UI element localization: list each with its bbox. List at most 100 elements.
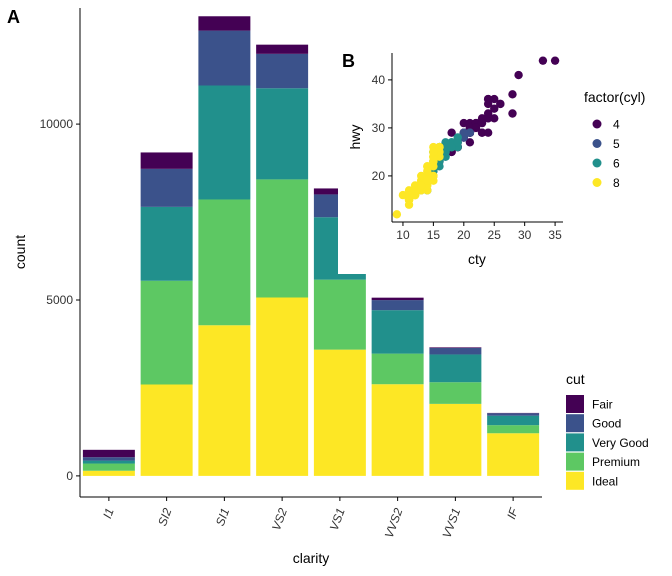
- bar-si1-premium: [198, 199, 251, 326]
- point-cyl-5: [459, 128, 469, 137]
- point-cyl-6: [441, 138, 450, 147]
- bar-vs2-very-good: [256, 88, 309, 180]
- legend-a-swatch-ideal: [566, 471, 584, 490]
- legend-a-swatch-very-good: [566, 433, 584, 452]
- legend-b-label-cyl-8: 8: [613, 176, 620, 190]
- point-cyl-8: [429, 171, 438, 181]
- bar-i1-very-good: [82, 460, 135, 464]
- panel-b-x-ticks: 10 15 20 25 30 35: [396, 222, 562, 242]
- point-cyl-8: [410, 186, 420, 195]
- point-cyl-8: [423, 166, 432, 176]
- panel-a-legend-title: cut: [566, 371, 585, 387]
- legend-a-swatch-good: [566, 414, 584, 433]
- panel-b-chart: B 20 30 40 10 15 20 25 30 35 cty hwy factor(cyl…: [338, 42, 668, 274]
- panel-a-y-ticks: 0 5000 10000: [40, 117, 80, 483]
- point-cyl-8: [429, 147, 438, 157]
- bar-si2-ideal: [140, 384, 193, 476]
- bar-i1-ideal: [82, 470, 135, 476]
- panel-b-label: B: [342, 51, 355, 71]
- bar-vs2-good: [256, 53, 309, 89]
- point-cyl-4: [447, 128, 456, 137]
- bar-vvs1-very-good: [429, 354, 482, 383]
- point-cyl-4: [490, 114, 499, 123]
- panel-b-x-axis-title: cty: [468, 251, 486, 267]
- legend-b-swatch-cyl-6: [592, 158, 602, 168]
- point-cyl-5: [465, 128, 475, 137]
- point-cyl-4: [477, 128, 487, 137]
- legend-a-label-good: Good: [592, 417, 621, 431]
- panel-a-y-tick-label: 5000: [46, 293, 73, 307]
- point-cyl-8: [404, 190, 414, 200]
- legend-a-label-very-good: Very Good: [592, 436, 649, 450]
- legend-a-label-premium: Premium: [592, 455, 640, 469]
- point-cyl-8: [417, 181, 426, 190]
- point-cyl-4: [508, 109, 517, 118]
- panel-b-x-tick-label: 15: [427, 228, 441, 242]
- bar-i1-premium: [82, 463, 135, 471]
- point-cyl-8: [398, 190, 408, 200]
- point-cyl-4: [538, 56, 548, 65]
- legend-b-label-cyl-4: 4: [613, 118, 620, 132]
- point-cyl-4: [459, 118, 469, 128]
- bar-si1-ideal: [198, 325, 251, 476]
- bar-if-good: [487, 413, 540, 416]
- panel-b-y-tick-label: 40: [372, 73, 386, 87]
- bar-vs2-premium: [256, 179, 309, 298]
- legend-b-swatch-cyl-8: [592, 178, 602, 187]
- panel-b-y-ticks: 20 30 40: [372, 73, 392, 183]
- panel-b-y-axis-title: hwy: [347, 125, 363, 150]
- panel-b-x-tick-label: 10: [396, 228, 410, 242]
- point-cyl-4: [465, 138, 475, 147]
- panel-b-y-tick-label: 30: [372, 121, 386, 135]
- bar-si1-very-good: [198, 85, 251, 200]
- panel-a-x-axis-title: clarity: [293, 550, 330, 566]
- point-cyl-4: [490, 104, 499, 113]
- point-cyl-4: [483, 128, 493, 137]
- point-cyl-4: [471, 123, 481, 133]
- panel-a-label: A: [7, 7, 20, 27]
- panel-a-legend: cut Fair Good Very Good Premium Ideal: [566, 371, 649, 490]
- panel-a-y-tick-label: 10000: [40, 117, 74, 131]
- panel-b-x-tick-label: 30: [518, 228, 532, 242]
- panel-b-points: [392, 56, 560, 219]
- point-cyl-8: [392, 210, 402, 219]
- legend-a-swatch-fair: [566, 395, 584, 413]
- legend-b-swatch-cyl-5: [592, 139, 602, 148]
- bar-vvs1-premium: [429, 382, 482, 404]
- bar-if-very-good: [487, 415, 540, 426]
- bar-si2-premium: [140, 280, 193, 385]
- bar-vvs1-good: [429, 347, 482, 355]
- point-cyl-4: [483, 109, 493, 118]
- panel-a-x-tick-label: SI2: [155, 506, 174, 528]
- bar-si2-fair: [140, 152, 193, 169]
- bar-if-premium: [487, 425, 540, 434]
- point-cyl-8: [417, 171, 426, 181]
- panel-b-y-tick-label: 20: [372, 169, 386, 183]
- bar-vvs2-good: [371, 300, 424, 311]
- point-cyl-4: [508, 90, 517, 99]
- panel-b-background: [338, 42, 668, 274]
- point-cyl-6: [441, 147, 450, 157]
- point-cyl-8: [435, 142, 444, 152]
- bar-if-ideal: [487, 433, 540, 476]
- legend-b-label-cyl-6: 6: [613, 157, 620, 171]
- point-cyl-4: [496, 99, 505, 109]
- legend-a-label-fair: Fair: [592, 398, 613, 412]
- bar-vvs1-fair: [429, 347, 482, 348]
- panel-b-x-tick-label: 20: [457, 228, 471, 242]
- point-cyl-4: [483, 94, 493, 104]
- panel-b-legend: factor(cyl) 4 5 6 8: [584, 89, 645, 190]
- bar-vvs2-fair: [371, 297, 424, 301]
- bar-vvs2-ideal: [371, 384, 424, 476]
- point-cyl-6: [453, 138, 462, 147]
- bar-vs2-ideal: [256, 297, 309, 476]
- point-cyl-8: [423, 176, 432, 185]
- point-cyl-4: [477, 118, 487, 128]
- bar-vs1-premium: [313, 279, 366, 350]
- bar-i1-good: [82, 457, 135, 461]
- point-cyl-4: [514, 70, 523, 80]
- point-cyl-4: [490, 94, 499, 104]
- panel-a-x-tick-label: I1: [100, 506, 117, 520]
